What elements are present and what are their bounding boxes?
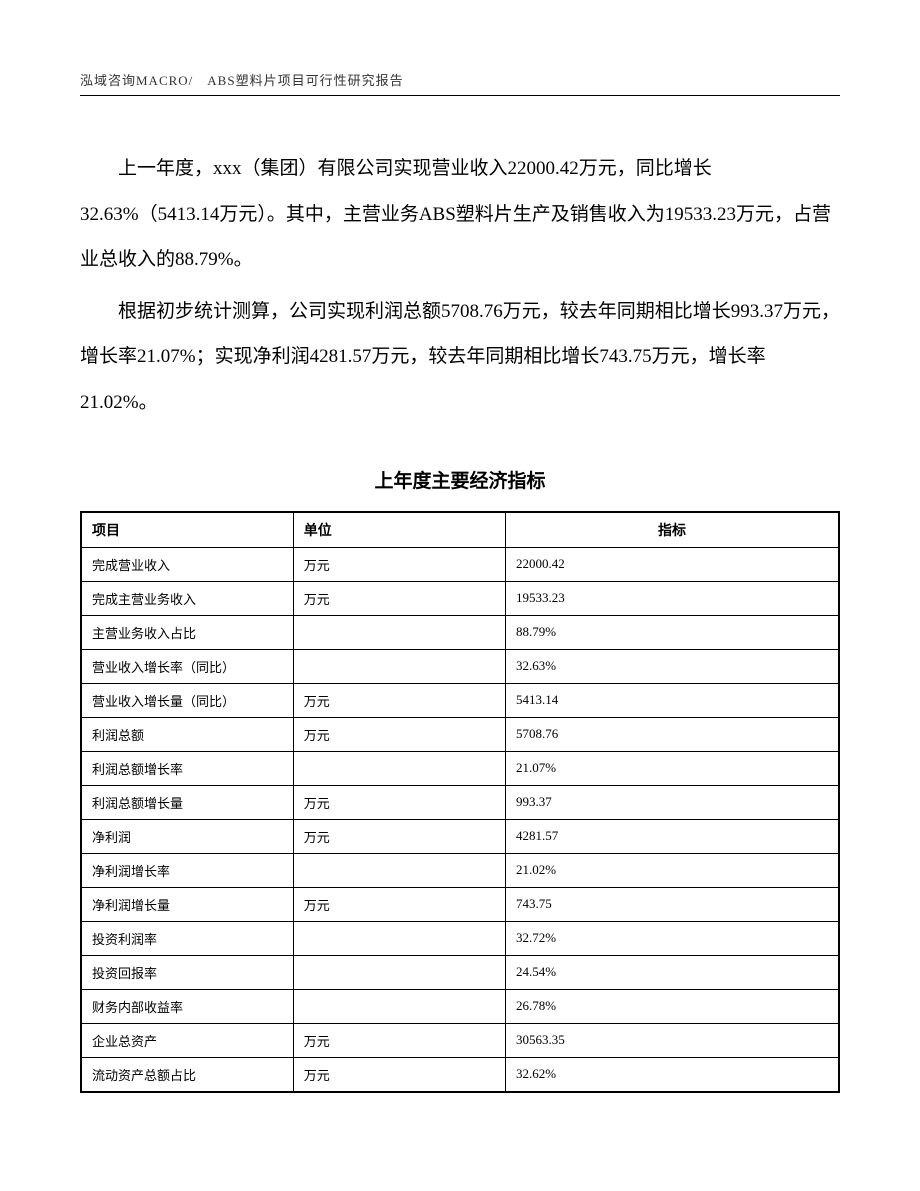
table-row: 流动资产总额占比万元32.62% (81, 1057, 839, 1092)
table-cell: 22000.42 (505, 547, 839, 581)
table-cell: 32.63% (505, 649, 839, 683)
table-cell: 投资回报率 (81, 955, 293, 989)
table-cell (293, 955, 505, 989)
table-cell: 主营业务收入占比 (81, 615, 293, 649)
table-row: 利润总额增长率 21.07% (81, 751, 839, 785)
table-header-col3: 指标 (505, 512, 839, 548)
table-row: 净利润万元4281.57 (81, 819, 839, 853)
table-cell: 净利润增长率 (81, 853, 293, 887)
table-cell (293, 853, 505, 887)
table-cell: 万元 (293, 683, 505, 717)
table-cell: 5413.14 (505, 683, 839, 717)
table-header-row: 项目 单位 指标 (81, 512, 839, 548)
table-row: 利润总额增长量万元993.37 (81, 785, 839, 819)
economic-indicators-table: 项目 单位 指标 完成营业收入万元22000.42 完成主营业务收入万元1953… (80, 511, 840, 1093)
table-cell: 5708.76 (505, 717, 839, 751)
table-cell: 32.72% (505, 921, 839, 955)
table-cell: 万元 (293, 1057, 505, 1092)
table-cell (293, 921, 505, 955)
table-cell: 万元 (293, 1023, 505, 1057)
table-cell: 19533.23 (505, 581, 839, 615)
table-cell: 21.07% (505, 751, 839, 785)
table-cell: 万元 (293, 887, 505, 921)
table-row: 营业收入增长率（同比） 32.63% (81, 649, 839, 683)
table-row: 净利润增长率 21.02% (81, 853, 839, 887)
table-cell: 万元 (293, 547, 505, 581)
table-cell: 743.75 (505, 887, 839, 921)
table-cell (293, 751, 505, 785)
table-cell: 完成主营业务收入 (81, 581, 293, 615)
table-cell: 万元 (293, 785, 505, 819)
table-header-col1: 项目 (81, 512, 293, 548)
table-cell: 财务内部收益率 (81, 989, 293, 1023)
table-row: 投资利润率 32.72% (81, 921, 839, 955)
table-cell (293, 615, 505, 649)
table-cell: 利润总额 (81, 717, 293, 751)
table-body: 完成营业收入万元22000.42 完成主营业务收入万元19533.23 主营业务… (81, 547, 839, 1092)
table-header-col2: 单位 (293, 512, 505, 548)
table-cell (293, 649, 505, 683)
table-cell: 万元 (293, 717, 505, 751)
table-cell: 24.54% (505, 955, 839, 989)
paragraph-1: 上一年度，xxx（集团）有限公司实现营业收入22000.42万元，同比增长32.… (80, 146, 840, 283)
table-row: 营业收入增长量（同比）万元5413.14 (81, 683, 839, 717)
paragraph-2: 根据初步统计测算，公司实现利润总额5708.76万元，较去年同期相比增长993.… (80, 289, 840, 426)
table-cell: 营业收入增长率（同比） (81, 649, 293, 683)
table-row: 财务内部收益率 26.78% (81, 989, 839, 1023)
table-row: 企业总资产万元30563.35 (81, 1023, 839, 1057)
table-cell: 30563.35 (505, 1023, 839, 1057)
table-row: 净利润增长量万元743.75 (81, 887, 839, 921)
table-cell: 万元 (293, 819, 505, 853)
table-cell: 企业总资产 (81, 1023, 293, 1057)
table-cell: 21.02% (505, 853, 839, 887)
table-row: 投资回报率 24.54% (81, 955, 839, 989)
table-row: 完成主营业务收入万元19533.23 (81, 581, 839, 615)
table-cell: 88.79% (505, 615, 839, 649)
table-cell: 利润总额增长率 (81, 751, 293, 785)
table-cell: 净利润增长量 (81, 887, 293, 921)
table-cell: 993.37 (505, 785, 839, 819)
table-cell: 营业收入增长量（同比） (81, 683, 293, 717)
table-cell: 利润总额增长量 (81, 785, 293, 819)
header-text: 泓域咨询MACRO/ ABS塑料片项目可行性研究报告 (80, 73, 404, 88)
table-cell: 净利润 (81, 819, 293, 853)
table-title: 上年度主要经济指标 (80, 466, 840, 493)
table-cell: 投资利润率 (81, 921, 293, 955)
table-cell (293, 989, 505, 1023)
table-cell: 32.62% (505, 1057, 839, 1092)
table-cell: 流动资产总额占比 (81, 1057, 293, 1092)
table-cell: 万元 (293, 581, 505, 615)
table-row: 完成营业收入万元22000.42 (81, 547, 839, 581)
table-cell: 完成营业收入 (81, 547, 293, 581)
table-cell: 26.78% (505, 989, 839, 1023)
table-row: 主营业务收入占比 88.79% (81, 615, 839, 649)
page-header: 泓域咨询MACRO/ ABS塑料片项目可行性研究报告 (80, 70, 840, 96)
table-row: 利润总额万元5708.76 (81, 717, 839, 751)
table-cell: 4281.57 (505, 819, 839, 853)
